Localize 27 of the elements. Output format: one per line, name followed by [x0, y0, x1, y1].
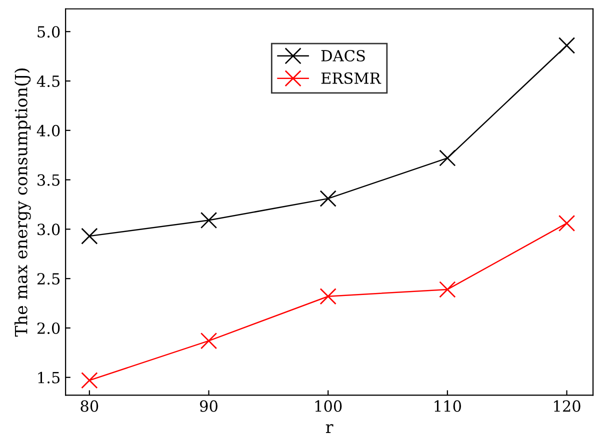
- point: [81, 372, 98, 389]
- y-tick-label: 5.0: [38, 26, 60, 38]
- y-axis-title: The max energy consumption(J): [14, 68, 31, 337]
- y-tick-label: 4.0: [36, 124, 60, 136]
- x-tick-label: 110: [434, 400, 461, 412]
- point: [558, 214, 576, 232]
- y-tick-label: 3.5: [38, 174, 60, 186]
- y-tick-label: 4.5: [36, 75, 60, 88]
- point: [558, 37, 576, 54]
- x-tick-label: 90: [200, 400, 218, 412]
- point: [320, 288, 336, 305]
- point: [200, 212, 218, 229]
- x-tick-label: 80: [80, 400, 98, 412]
- y-tick-label: 3.0: [38, 224, 60, 236]
- x-axis-title: r: [326, 424, 334, 434]
- x-tick-label: 120: [554, 400, 580, 412]
- legend-label: ERSMR: [321, 72, 382, 84]
- point: [81, 228, 98, 244]
- point: [439, 150, 456, 166]
- point: [439, 281, 456, 298]
- x-tick-label: 100: [315, 400, 342, 412]
- y-tick-label: 2.5: [37, 273, 60, 285]
- y-tick-label: 1.5: [38, 372, 60, 384]
- legend-label: DACS: [321, 50, 365, 62]
- point: [320, 190, 336, 207]
- point: [200, 332, 218, 350]
- y-tick-label: 2.0: [37, 322, 60, 334]
